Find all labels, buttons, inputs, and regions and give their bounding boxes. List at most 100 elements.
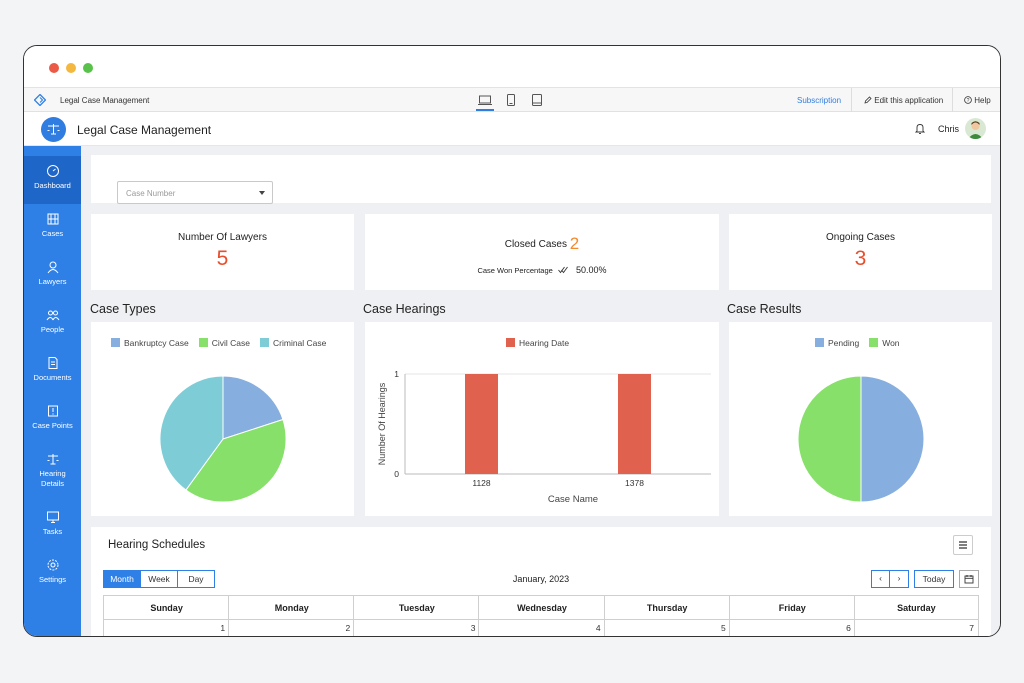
- legend-swatch: [506, 338, 515, 347]
- notification-bell-icon[interactable]: [914, 122, 926, 135]
- y-tick-label: 0: [394, 469, 399, 479]
- mobile-view-icon[interactable]: [530, 93, 544, 107]
- day-view-button[interactable]: Day: [178, 570, 215, 588]
- calendar-day-cell[interactable]: 1: [103, 620, 230, 636]
- calendar-day-cell[interactable]: 3: [353, 620, 480, 636]
- next-month-button[interactable]: ›: [890, 570, 909, 588]
- pie-slice-won[interactable]: [797, 375, 862, 503]
- lawyers-stat-title: Number Of Lawyers: [178, 232, 267, 243]
- sidebar-item-label: Tasks: [42, 527, 63, 536]
- sidebar-item-label: Dashboard: [34, 181, 71, 190]
- calendar-day-cell[interactable]: 6: [728, 620, 855, 636]
- schedule-menu-button[interactable]: [953, 535, 973, 555]
- case-won-row: Case Won Percentage 50.00%: [365, 265, 719, 275]
- previous-month-button[interactable]: ‹: [871, 570, 890, 588]
- calendar-icon: [964, 575, 974, 584]
- close-dot-icon[interactable]: [49, 63, 59, 73]
- legend-item[interactable]: Criminal Case: [260, 338, 326, 348]
- calendar-day-header: Tuesday: [353, 595, 480, 620]
- case-results-chart-card: Pending Won: [729, 322, 992, 516]
- edit-application-button[interactable]: Edit this application: [864, 96, 943, 105]
- help-button[interactable]: ? Help: [964, 96, 991, 105]
- sidebar-item-cases[interactable]: Cases: [24, 204, 81, 252]
- sidebar-item-hearing-details[interactable]: Hearing Details: [24, 444, 81, 500]
- sidebar-item-label: Case Points: [32, 421, 73, 430]
- closed-cases-heading: Closed Cases 2: [365, 234, 719, 254]
- legend-swatch: [869, 338, 879, 347]
- minimize-dot-icon[interactable]: [66, 63, 76, 73]
- sidebar-item-lawyers[interactable]: Lawyers: [24, 252, 81, 300]
- pie-slice-pending[interactable]: [860, 375, 925, 503]
- legend-label: Civil Case: [211, 338, 250, 348]
- pie-slice-civil-case[interactable]: [185, 418, 287, 503]
- sidebar-item-label: Documents: [33, 373, 72, 382]
- double-check-icon: [558, 266, 568, 274]
- y-tick-label: 1: [394, 369, 399, 379]
- lawyers-stat-value: 5: [216, 247, 229, 270]
- svg-text:?: ?: [967, 98, 970, 104]
- subscription-link[interactable]: Subscription: [797, 96, 842, 105]
- pie-slice-bankruptcy-case[interactable]: [222, 375, 284, 440]
- avatar[interactable]: [965, 118, 986, 139]
- legend-item[interactable]: Won: [869, 338, 900, 348]
- case-number-placeholder: Case Number: [126, 189, 176, 198]
- legend-label: Criminal Case: [273, 338, 327, 348]
- maximize-dot-icon[interactable]: [83, 63, 93, 73]
- bar-1378[interactable]: [618, 374, 651, 474]
- case-types-pie-chart: [159, 375, 287, 503]
- case-types-legend: Bankruptcy Case Civil Case Criminal Case: [111, 338, 336, 348]
- creator-logo-icon[interactable]: [34, 94, 46, 106]
- document-icon: [48, 357, 57, 369]
- calendar-picker-button[interactable]: [959, 570, 979, 588]
- case-results-pie-chart: [797, 375, 925, 503]
- sidebar-item-dashboard[interactable]: Dashboard: [24, 156, 81, 204]
- case-results-legend: Pending Won: [815, 338, 910, 348]
- ongoing-stat-title: Ongoing Cases: [826, 232, 895, 243]
- sidebar-item-people[interactable]: People: [24, 300, 81, 348]
- legend-item[interactable]: Bankruptcy Case: [111, 338, 189, 348]
- app-logo[interactable]: [41, 117, 66, 142]
- calendar-day-cell[interactable]: 4: [478, 620, 605, 636]
- case-number-select[interactable]: Case Number: [117, 181, 273, 204]
- legend-swatch: [815, 338, 824, 347]
- sidebar-item-settings[interactable]: Settings: [24, 550, 81, 598]
- sidebar-item-documents[interactable]: Documents: [24, 348, 81, 396]
- calendar-day-header: Saturday: [853, 595, 979, 620]
- x-tick-label: 1128: [472, 478, 491, 488]
- toolbar-app-title: Legal Case Management: [60, 96, 150, 105]
- legend-item[interactable]: Hearing Date: [506, 338, 569, 348]
- legend-label: Bankruptcy Case: [124, 338, 189, 348]
- month-view-button[interactable]: Month: [103, 570, 141, 588]
- scales-icon: [46, 454, 59, 465]
- legend-swatch: [198, 338, 208, 347]
- bar-1128[interactable]: [465, 374, 498, 474]
- case-hearings-chart-card: Hearing Date 0 1 1128 1378 Case Name Number O…: [365, 322, 719, 516]
- calendar-day-cell[interactable]: 5: [603, 620, 730, 636]
- x-axis-label: Case Name: [548, 494, 598, 505]
- calendar-day-cell[interactable]: 2: [228, 620, 355, 636]
- pie-slice-criminal-case[interactable]: [159, 375, 224, 491]
- case-types-chart-card: Bankruptcy Case Civil Case Criminal Case: [91, 322, 354, 516]
- chevron-left-icon: ‹: [879, 573, 882, 583]
- sidebar-item-label: Lawyers: [38, 277, 67, 286]
- today-button[interactable]: Today: [914, 570, 954, 588]
- calendar-day-cell[interactable]: 7: [853, 620, 979, 636]
- lawyers-stat-card: Number Of Lawyers 5: [91, 214, 354, 290]
- creator-toolbar: Legal Case Management Subscription Edit …: [24, 88, 1000, 112]
- legend-swatch: [111, 338, 120, 347]
- window-titlebar: [24, 46, 1000, 88]
- tablet-view-icon[interactable]: [504, 93, 518, 107]
- filter-card: Case Number: [91, 155, 991, 204]
- week-view-button[interactable]: Week: [141, 570, 178, 588]
- legend-item[interactable]: Pending: [815, 338, 859, 348]
- chevron-down-icon: [259, 191, 265, 195]
- help-icon: ?: [964, 96, 972, 104]
- desktop-view-icon[interactable]: [478, 93, 492, 107]
- legend-item[interactable]: Civil Case: [198, 338, 250, 348]
- user-name[interactable]: Chris: [938, 124, 960, 134]
- legend-label: Pending: [828, 338, 860, 348]
- sidebar-item-case-points[interactable]: Case Points: [24, 396, 81, 444]
- sidebar-item-tasks[interactable]: Tasks: [24, 502, 81, 550]
- calendar-day-header: Monday: [228, 595, 355, 620]
- calendar-month-label: January, 2023: [512, 574, 570, 584]
